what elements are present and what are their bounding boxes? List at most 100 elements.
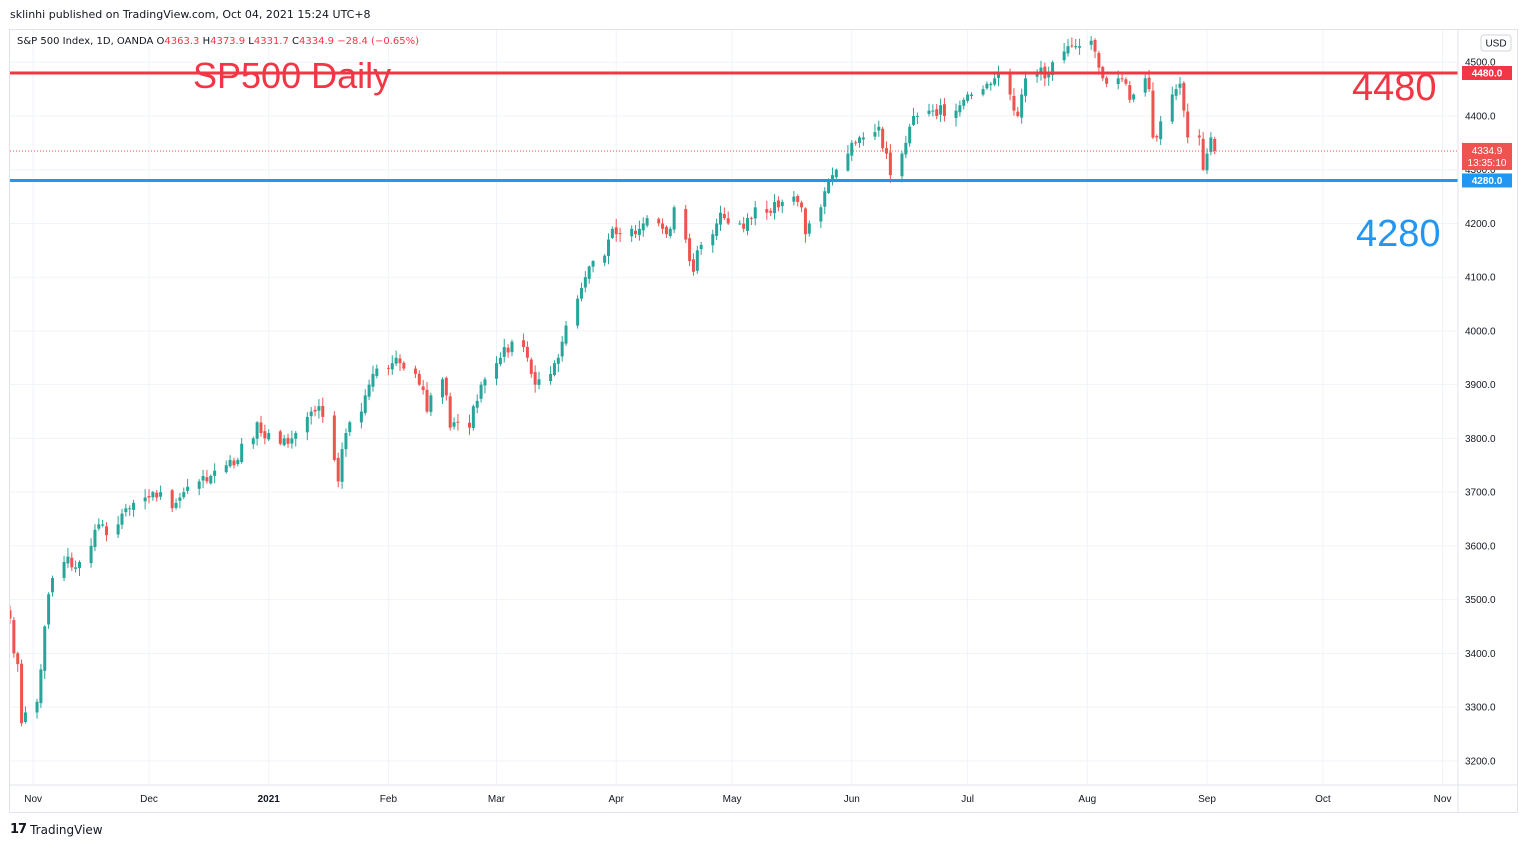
candle (170, 489, 174, 513)
candle (471, 404, 475, 431)
candle-body (981, 89, 985, 95)
candle (105, 522, 109, 542)
candle-body (174, 502, 178, 508)
candle-body (958, 105, 962, 113)
candle (691, 253, 695, 276)
x-tick-label: Oct (1315, 794, 1331, 805)
level-badge-label: 4280.0 (1472, 176, 1503, 187)
candle (908, 123, 912, 147)
candle (846, 145, 850, 172)
candle-body (10, 610, 12, 619)
candle (371, 365, 375, 392)
candle-body (645, 218, 649, 226)
candlestick-chart[interactable]: 3200.0 3300.0 3400.0 3500.0 3600.0 3700.0 3800… (10, 30, 1517, 812)
level-badge (1462, 173, 1512, 188)
candle-body (997, 72, 1001, 78)
candle (429, 392, 433, 416)
candle (854, 140, 858, 146)
chart-frame[interactable]: 3200.0 3300.0 3400.0 3500.0 3600.0 3700.0 3800… (9, 29, 1518, 813)
candle (942, 97, 946, 122)
candle-body (363, 395, 367, 414)
candle-body (861, 137, 865, 140)
candle (147, 489, 151, 504)
candle-body (668, 228, 672, 236)
footer-brand[interactable]: 17 TradingView (10, 822, 103, 837)
candle (900, 151, 904, 183)
candle-body (1128, 85, 1132, 100)
candle-body (888, 152, 892, 176)
time-axis[interactable]: Nov Dec 2021 Feb Mar Apr May Jun Jul Aug Sep Oct Nov (24, 794, 1451, 805)
candle (344, 428, 348, 457)
candle (186, 478, 190, 494)
candle (1074, 39, 1078, 50)
change-value: −28.4 (−0.65%) (337, 36, 419, 47)
candle-body (35, 701, 39, 713)
symbol-name: S&P 500 Index, 1D, OANDA (17, 36, 154, 47)
candle-body (769, 210, 773, 213)
candle (1209, 132, 1213, 156)
candle-body (402, 362, 406, 369)
candle-body (1116, 78, 1120, 85)
candle-body (16, 653, 20, 665)
y-tick-label: 3600.0 (1465, 541, 1496, 552)
resistance-annotation: 4480 (1352, 67, 1437, 109)
candle (10, 605, 12, 624)
candle-body (726, 218, 730, 224)
candle (317, 399, 321, 419)
candle (664, 225, 668, 238)
candle (495, 356, 499, 386)
candle (1012, 88, 1016, 116)
candle (143, 489, 147, 510)
candle-body (637, 228, 641, 236)
candle-body (765, 209, 769, 213)
y-tick-label: 3300.0 (1465, 703, 1496, 714)
candle (634, 224, 638, 239)
candle-body (587, 266, 591, 279)
candle (726, 211, 730, 226)
candle (232, 457, 236, 469)
candle (47, 592, 51, 629)
candle (699, 241, 703, 255)
candle (1178, 76, 1182, 95)
candle-body (120, 513, 124, 525)
candle (367, 379, 371, 401)
candle-body (610, 228, 614, 238)
candle-body (989, 83, 993, 86)
candle (985, 81, 989, 90)
candle-body (583, 277, 587, 288)
candle (1039, 60, 1043, 81)
candle-body (877, 126, 881, 131)
candle (1128, 81, 1132, 103)
symbol-legend: S&P 500 Index, 1D, OANDA O4363.3 H4373.9… (17, 36, 419, 47)
candle (1151, 82, 1155, 140)
candle (618, 227, 622, 243)
currency-badge[interactable]: USD (1480, 34, 1512, 52)
price-axis[interactable]: 3200.0 3300.0 3400.0 3500.0 3600.0 3700.0 3800… (1465, 58, 1496, 768)
candle-body (1197, 135, 1201, 138)
candle-body (213, 470, 217, 476)
candle-body (124, 508, 128, 513)
candle (552, 360, 556, 377)
x-tick-label: 2021 (258, 794, 281, 805)
candle (240, 438, 244, 464)
candle-body (359, 411, 363, 423)
candle (386, 365, 390, 376)
candle-body (456, 421, 460, 423)
candle-body (819, 207, 823, 222)
candle-body (695, 250, 699, 271)
candle-body (305, 416, 309, 433)
candle (607, 233, 611, 265)
candle-body (715, 223, 719, 236)
candle (958, 100, 962, 117)
candle (904, 135, 908, 159)
candle-body (792, 196, 796, 202)
candle (661, 218, 665, 234)
candle-body (854, 142, 858, 144)
candle-body (900, 153, 904, 177)
candle (290, 430, 294, 449)
candle (483, 377, 487, 394)
candle-body (1178, 83, 1182, 88)
y-tick-label: 4100.0 (1465, 273, 1496, 284)
candle (120, 508, 124, 530)
candle-body (452, 422, 456, 427)
